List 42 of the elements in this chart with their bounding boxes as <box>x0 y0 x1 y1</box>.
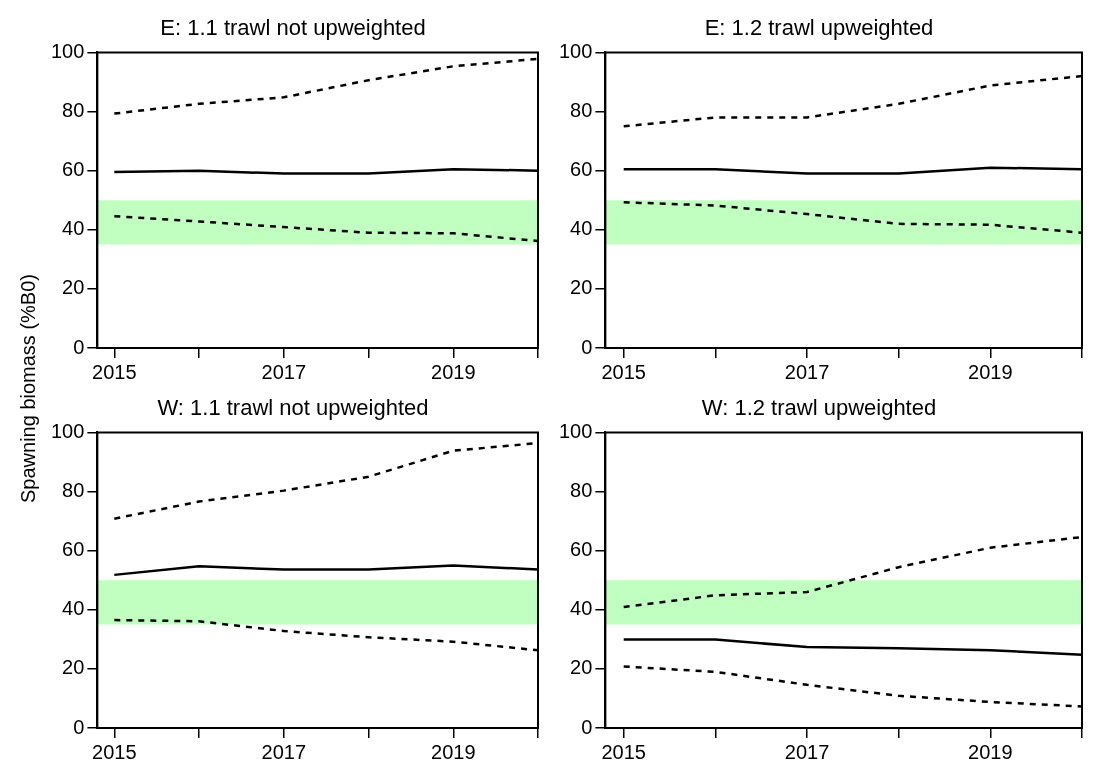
y-tick-label: 100 <box>50 419 85 442</box>
x-tick-label: 2017 <box>784 360 830 383</box>
x-tick-label: 2019 <box>968 360 1013 383</box>
chart-title: W: 1.2 trawl upweighted <box>701 395 937 421</box>
y-tick-label: 20 <box>570 656 593 679</box>
x-tick-label: 2015 <box>601 740 646 763</box>
y-tick-label: 60 <box>62 538 85 561</box>
y-tick-label: 40 <box>62 597 85 620</box>
x-tick-label: 2015 <box>92 740 137 763</box>
x-tick-label: 2015 <box>601 360 646 383</box>
y-tick-label: 0 <box>581 715 593 738</box>
y-tick-label: 100 <box>558 419 593 442</box>
y-tick-label: 80 <box>62 99 85 122</box>
y-tick-label: 100 <box>50 39 85 62</box>
y-tick-label: 40 <box>570 217 593 240</box>
y-tick-label: 0 <box>73 335 85 358</box>
y-axis-title: Spawning biomass (%B0) <box>16 273 40 503</box>
y-tick-label: 40 <box>62 217 85 240</box>
x-tick-label: 2017 <box>784 740 830 763</box>
x-tick-label: 2019 <box>968 740 1013 763</box>
x-tick-label: 2019 <box>431 360 476 383</box>
y-tick-label: 60 <box>570 158 593 181</box>
x-tick-label: 2017 <box>261 360 307 383</box>
y-tick-label: 100 <box>558 39 593 62</box>
x-tick-label: 2017 <box>261 740 307 763</box>
y-tick-label: 20 <box>62 656 85 679</box>
y-tick-label: 60 <box>62 158 85 181</box>
x-tick-label: 2019 <box>431 740 476 763</box>
y-tick-label: 0 <box>581 335 593 358</box>
y-tick-label: 80 <box>570 479 593 502</box>
y-tick-label: 0 <box>73 715 85 738</box>
chart-title: E: 1.1 trawl not upweighted <box>160 15 426 41</box>
x-tick-label: 2015 <box>92 360 137 383</box>
chart-title: E: 1.2 trawl upweighted <box>704 15 934 41</box>
y-tick-label: 80 <box>62 479 85 502</box>
y-tick-label: 80 <box>570 99 593 122</box>
y-tick-label: 20 <box>62 276 85 299</box>
y-tick-label: 40 <box>570 597 593 620</box>
chart-title: W: 1.1 trawl not upweighted <box>157 395 429 421</box>
y-tick-label: 60 <box>570 538 593 561</box>
line-series <box>622 535 1082 609</box>
y-tick-label: 20 <box>570 276 593 299</box>
